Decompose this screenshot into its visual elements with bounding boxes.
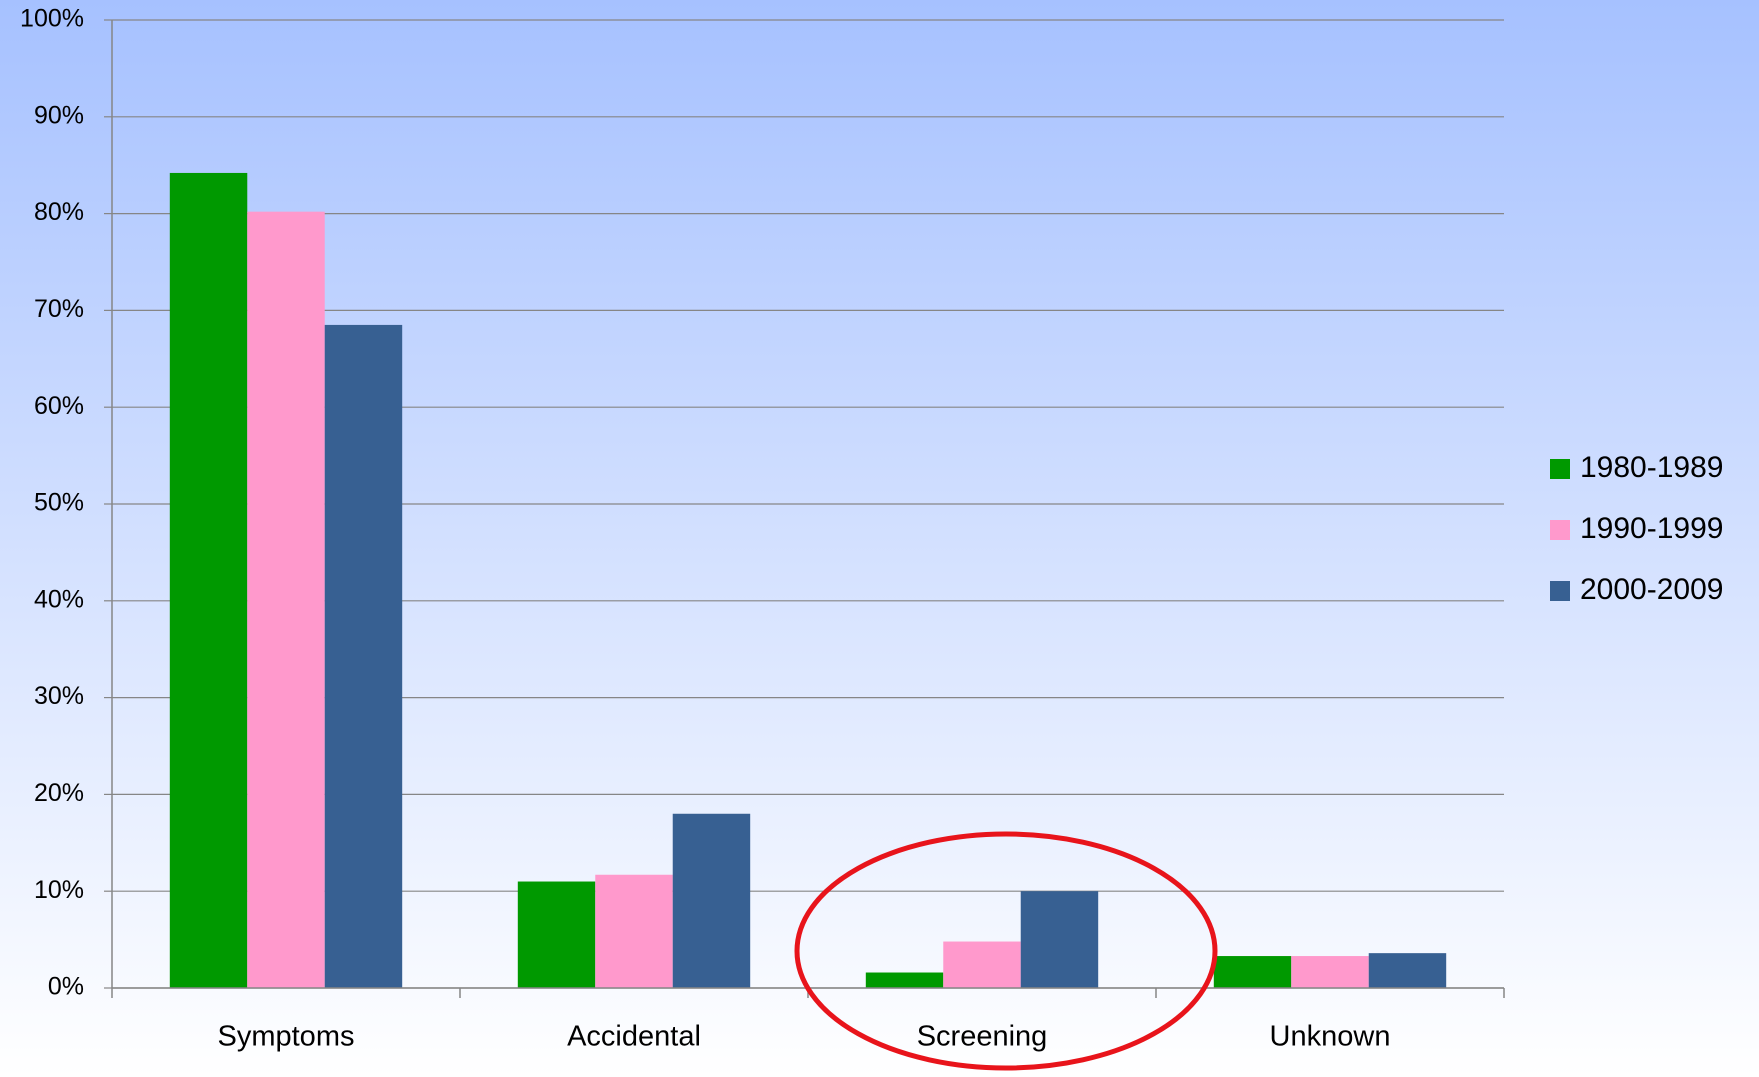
y-tick-label: 100% [20,5,84,33]
legend-swatch [1550,520,1570,540]
y-tick-label: 90% [34,101,84,129]
y-tick-label: 10% [34,876,84,904]
bar [1291,956,1369,988]
y-tick-label: 80% [34,198,84,226]
bar [672,813,751,988]
x-tick-label: Screening [917,1021,1048,1053]
y-tick-label: 60% [34,392,84,420]
y-tick-label: 30% [34,682,84,710]
bar [595,874,673,988]
y-tick-label: 70% [34,295,84,323]
x-tick-label: Unknown [1270,1021,1391,1053]
x-tick-label: Accidental [567,1021,701,1053]
y-tick-label: 40% [34,585,84,613]
bar [943,941,1021,988]
bar [247,211,325,988]
legend-swatch [1550,581,1570,601]
legend-label: 1980-1989 [1580,451,1723,484]
bar [324,324,403,988]
legend-label: 1990-1999 [1580,512,1723,545]
y-tick-label: 20% [34,779,84,807]
bar [1213,956,1292,988]
x-tick-label: Symptoms [218,1021,355,1053]
bar [1020,891,1099,988]
y-tick-label: 50% [34,489,84,517]
bar [517,881,596,988]
bar [1368,953,1447,988]
highlight-circle [794,831,1218,1071]
y-tick-label: 0% [48,973,84,1001]
bar [169,172,248,989]
bar [865,972,944,988]
legend-label: 2000-2009 [1580,573,1723,606]
legend-swatch [1550,459,1570,479]
